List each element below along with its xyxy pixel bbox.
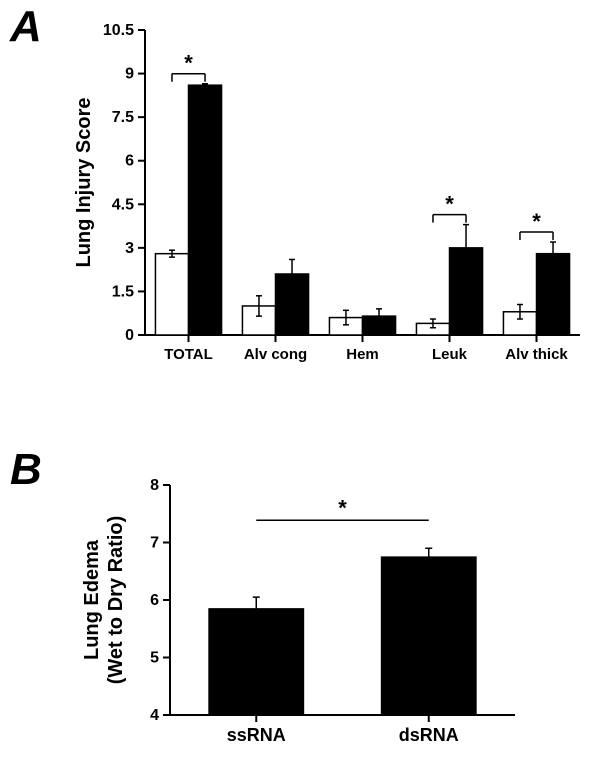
svg-text:Lung Edema: Lung Edema bbox=[81, 539, 103, 660]
panel-b-chart: 4 5 6 7 8 Lung Edema(Wet to Dry Ratio) ssRNA ds… bbox=[70, 455, 590, 765]
svg-text:6: 6 bbox=[150, 592, 159, 609]
svg-text:9: 9 bbox=[125, 66, 134, 83]
svg-text:1.5: 1.5 bbox=[112, 283, 134, 300]
svg-text:dsRNA: dsRNA bbox=[399, 725, 459, 745]
svg-text:TOTAL: TOTAL bbox=[164, 346, 213, 363]
panel-a-label: A bbox=[10, 2, 42, 52]
svg-text:*: * bbox=[184, 51, 193, 76]
svg-text:10.5: 10.5 bbox=[103, 22, 134, 39]
svg-text:7: 7 bbox=[150, 535, 159, 552]
svg-text:Alv thick: Alv thick bbox=[505, 346, 568, 363]
panel-a-chart: 0 1.5 3 4.5 6 7.5 9 10.5 Lung Injury Score TOTAL A… bbox=[70, 10, 590, 390]
svg-text:Hem: Hem bbox=[346, 346, 379, 363]
svg-text:0: 0 bbox=[125, 327, 134, 344]
svg-text:3: 3 bbox=[125, 240, 134, 257]
svg-text:4.5: 4.5 bbox=[112, 196, 134, 213]
svg-text:Leuk: Leuk bbox=[432, 346, 468, 363]
svg-text:4: 4 bbox=[150, 707, 159, 724]
svg-text:(Wet to Dry Ratio): (Wet to Dry Ratio) bbox=[105, 516, 127, 685]
svg-text:5: 5 bbox=[150, 650, 159, 667]
svg-text:ssRNA: ssRNA bbox=[227, 725, 286, 745]
svg-text:*: * bbox=[532, 209, 541, 234]
svg-text:Lung Injury Score: Lung Injury Score bbox=[73, 97, 95, 267]
svg-text:*: * bbox=[338, 495, 347, 520]
svg-text:6: 6 bbox=[125, 153, 134, 170]
svg-text:7.5: 7.5 bbox=[112, 109, 134, 126]
svg-text:8: 8 bbox=[150, 477, 159, 494]
svg-text:*: * bbox=[445, 192, 454, 217]
svg-text:Alv cong: Alv cong bbox=[244, 346, 307, 363]
panel-b-label: B bbox=[10, 445, 42, 495]
